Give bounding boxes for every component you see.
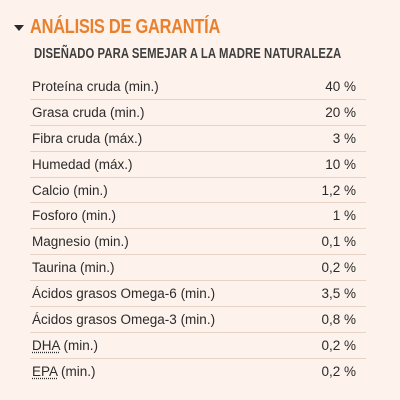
nutrient-value: 10 % (325, 156, 356, 172)
nutrient-value: 1,2 % (321, 182, 356, 198)
table-row: Taurina (min.) 0,2 % (30, 255, 366, 282)
nutrient-value: 20 % (325, 104, 356, 120)
nutrient-value: 0,2 % (321, 364, 356, 380)
nutrient-value: 1 % (332, 208, 356, 224)
nutrient-name: DHA (min.) (30, 338, 98, 353)
table-row: Ácidos grasos Omega-6 (min.) 3,5 % (30, 281, 366, 308)
nutrient-name: Calcio (min.) (32, 182, 108, 198)
nutrient-name: Ácidos grasos Omega-6 (min.) (32, 286, 216, 302)
table-row: EPA (min.) 0,2 % (30, 359, 366, 385)
nutrient-name: Ácidos grasos Omega-3 (min.) (32, 311, 216, 327)
nutrient-name: Grasa cruda (min.) (32, 104, 145, 120)
nutrient-value: 3 % (332, 130, 356, 146)
caret-down-icon (14, 25, 24, 31)
table-row: Grasa cruda (min.) 20 % (30, 100, 366, 126)
nutrient-value: 0,2 % (321, 337, 356, 353)
nutrient-name: EPA (min.) (30, 364, 96, 379)
section-title: ANÁLISIS DE GARANTÍA (30, 16, 221, 38)
nutrient-name: Taurina (min.) (32, 260, 115, 276)
table-row: Fibra cruda (máx.) 3 % (30, 126, 366, 152)
table-row: Proteína cruda (min.) 40 % (30, 74, 366, 100)
nutrient-value: 3,5 % (321, 286, 356, 302)
nutrient-name: Fosforo (min.) (32, 208, 117, 224)
analysis-table: Proteína cruda (min.) 40 % Grasa cruda (… (30, 74, 366, 385)
nutrient-value: 0,2 % (321, 260, 356, 276)
nutrient-name: Magnesio (min.) (32, 234, 129, 250)
nutrient-value: 40 % (325, 78, 356, 94)
nutrient-name: Proteína cruda (min.) (32, 78, 159, 94)
nutrient-name: Humedad (máx.) (32, 156, 133, 172)
table-row: Fosforo (min.) 1 % (30, 203, 366, 230)
section-subtitle: DISEÑADO PARA SEMEJAR A LA MADRE NATURAL… (34, 46, 342, 62)
section-header: ANÁLISIS DE GARANTÍA DISEÑADO PARA SEMEJ… (0, 8, 400, 78)
table-row: Humedad (máx.) 10 % (30, 152, 366, 178)
nutrient-value: 0,8 % (321, 311, 356, 327)
section-toggle[interactable]: ANÁLISIS DE GARANTÍA (14, 16, 262, 39)
nutrient-qualifier: (min.) (59, 337, 99, 353)
table-row: Calcio (min.) 1,2 % (30, 178, 366, 204)
table-row: Ácidos grasos Omega-3 (min.) 0,8 % (30, 307, 366, 333)
nutrient-value: 0,1 % (321, 234, 356, 250)
dha-abbreviation[interactable]: DHA (32, 337, 60, 353)
nutrient-qualifier: (min.) (57, 364, 96, 380)
table-row: Magnesio (min.) 0,1 % (30, 229, 366, 256)
epa-abbreviation[interactable]: EPA (32, 364, 58, 380)
nutrient-name: Fibra cruda (máx.) (32, 130, 143, 146)
table-row: DHA (min.) 0,2 % (30, 333, 366, 359)
